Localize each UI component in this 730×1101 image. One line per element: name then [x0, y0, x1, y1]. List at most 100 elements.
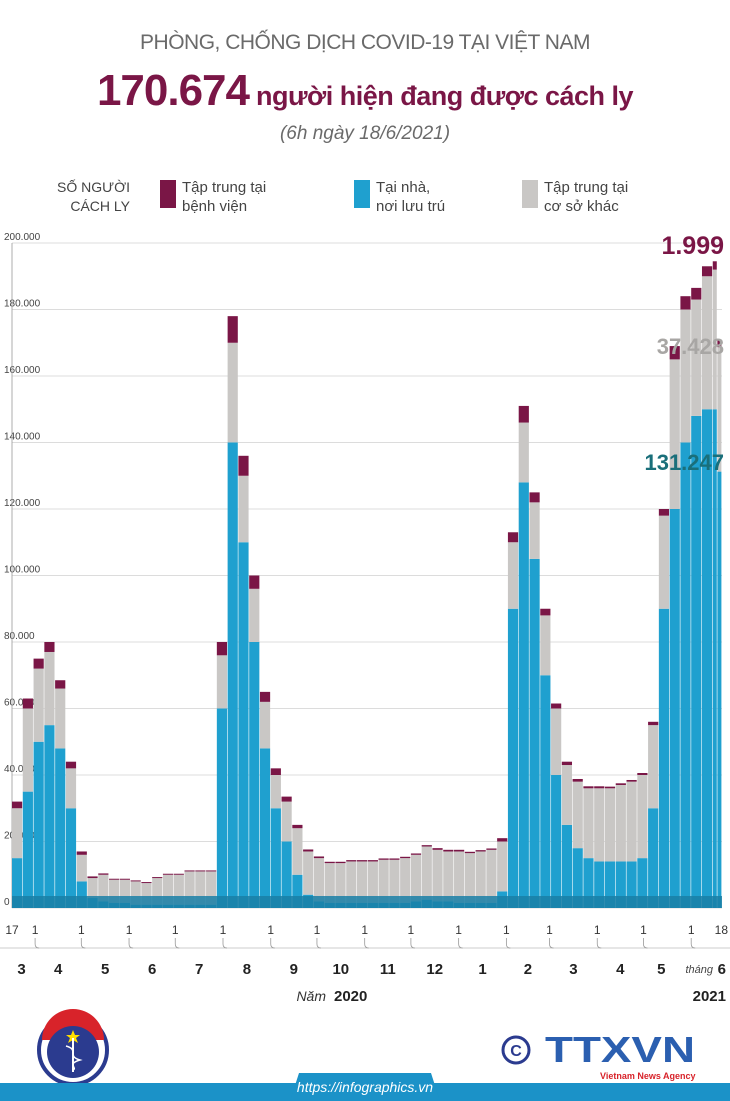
bar-segment [540, 675, 551, 908]
bar-segment [507, 532, 519, 543]
month-bracket [458, 938, 463, 949]
bar-segment [551, 703, 562, 709]
legend-swatch [522, 180, 538, 208]
bar-segment [259, 701, 271, 749]
month-bracket [316, 938, 321, 949]
x-tick-label: 1 [640, 923, 647, 937]
bar-segment [12, 808, 23, 859]
bar-segment [443, 851, 454, 902]
month-label: 3 [17, 961, 25, 978]
bar-segment [712, 269, 717, 410]
bar-segment [475, 851, 486, 904]
footer-tab [290, 1073, 440, 1101]
bar-segment [583, 858, 594, 908]
month-bracket [643, 938, 648, 949]
bar-segment [637, 775, 648, 859]
bar-segment [65, 768, 77, 809]
bar-segment [216, 642, 228, 656]
bar-segment [717, 340, 722, 348]
bar-segment [152, 877, 163, 879]
bar-segment [227, 342, 238, 443]
legend-swatch [354, 180, 370, 208]
bar-segment [55, 680, 66, 689]
headline-text: người hiện đang được cách ly [249, 81, 634, 111]
legend-label: nơi lưu trú [376, 198, 446, 215]
bar-segment [259, 691, 271, 702]
bar-segment [691, 287, 702, 300]
bar-segment [658, 515, 670, 609]
legend-title-line2: CÁCH LY [70, 198, 130, 214]
bar-segment [162, 873, 174, 875]
bar-segment [701, 276, 713, 410]
bar-segment [238, 455, 249, 476]
bar-segment [65, 808, 77, 908]
x-tick-label: 1 [503, 923, 510, 937]
bar-segment [701, 266, 713, 277]
x-tick-label: 1 [220, 923, 227, 937]
bar-segment [443, 849, 454, 852]
y-tick-label: 40.000 [4, 764, 35, 775]
bar-segment [76, 851, 87, 855]
bar-segment [44, 725, 55, 908]
bar-segment [464, 853, 475, 904]
bar-segment [680, 309, 691, 443]
month-bracket [128, 938, 134, 949]
month-label: 7 [195, 961, 203, 978]
y-tick-label: 120.000 [4, 498, 41, 509]
y-tick-label: 0 [4, 897, 10, 908]
bar-segment [432, 849, 443, 902]
bar-segment [292, 828, 303, 875]
bar-segment [173, 874, 184, 905]
year-2021-label: 2021 [693, 988, 726, 1005]
bar-segment [475, 850, 486, 852]
annotation-hospital: 1.999 [661, 232, 724, 260]
bar-segment [604, 788, 616, 862]
bar-segment [44, 651, 55, 726]
bar-segment [626, 861, 637, 908]
bar-segment [561, 765, 573, 825]
bar-segment [356, 861, 368, 904]
month-label: 9 [290, 961, 298, 978]
legend-label: Tập trung tại [182, 179, 267, 196]
bar-segment [33, 668, 44, 742]
bar-segment [691, 299, 702, 416]
month-bracket [549, 938, 554, 949]
bar-segment [22, 791, 33, 908]
legend-label: bệnh viện [182, 198, 248, 215]
legend-label: cơ sở khác [544, 198, 619, 215]
bar-segment [615, 861, 626, 908]
bar-segment [572, 848, 583, 908]
bar-segment [292, 874, 303, 908]
bar-segment [529, 558, 540, 908]
month-label: 11 [380, 961, 396, 978]
bar-segment [701, 409, 713, 908]
bar-segment [324, 861, 335, 864]
subtitle: (6h ngày 18/6/2021) [279, 123, 451, 144]
month-bracket [690, 938, 696, 949]
bar-segment [216, 708, 228, 908]
month-label: 1 [478, 961, 486, 978]
bar-segment [119, 879, 130, 904]
bar-segment [561, 761, 573, 766]
footer-url-link[interactable]: https://infographics.vn [296, 1079, 434, 1095]
bar-segment [669, 346, 680, 360]
bar-segment [637, 858, 648, 908]
bar-segment [648, 721, 659, 726]
baseline-strip [12, 896, 722, 908]
month-bracket [270, 938, 275, 949]
bar-segment [184, 870, 195, 872]
svg-text:Vietnam News Agency: Vietnam News Agency [600, 1071, 696, 1081]
bar-segment [615, 784, 626, 862]
bar-segment [281, 841, 292, 908]
month-prefix: tháng [685, 964, 713, 976]
stacked-bar-chart: 020.00040.00060.00080.000100.000120.0001… [0, 232, 730, 1005]
bar-segment [281, 796, 292, 802]
bar-segment [432, 848, 443, 850]
bar-segment [410, 854, 422, 902]
bar-segment [717, 471, 722, 908]
bar-segment [497, 841, 508, 892]
legend-label: Tại nhà, [376, 179, 431, 196]
bar-segment [680, 442, 691, 908]
headline-number: 170.674 [96, 66, 250, 115]
bar-segment [44, 642, 55, 652]
